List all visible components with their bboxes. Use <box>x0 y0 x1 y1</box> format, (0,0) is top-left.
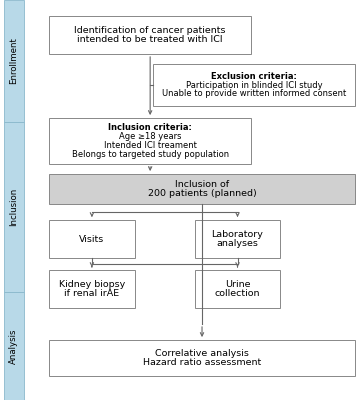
Text: Inclusion of: Inclusion of <box>175 180 229 188</box>
Text: Inclusion: Inclusion <box>9 188 18 226</box>
Text: intended to be treated with ICI: intended to be treated with ICI <box>77 36 223 44</box>
Bar <box>49 174 355 204</box>
Bar <box>49 118 251 164</box>
Bar <box>195 220 280 258</box>
Text: Age ≥18 years: Age ≥18 years <box>119 132 181 141</box>
Text: Correlative analysis: Correlative analysis <box>155 348 249 358</box>
Bar <box>49 270 135 308</box>
Text: Intended ICI treament: Intended ICI treament <box>104 141 197 150</box>
Text: Belongs to targeted study population: Belongs to targeted study population <box>72 150 229 158</box>
Text: analyses: analyses <box>217 240 258 248</box>
Text: Analysis: Analysis <box>9 328 18 364</box>
Text: Identification of cancer patients: Identification of cancer patients <box>74 26 226 34</box>
Bar <box>195 270 280 308</box>
Text: Kidney biopsy: Kidney biopsy <box>59 280 125 288</box>
Bar <box>49 16 251 54</box>
Text: if renal irAE: if renal irAE <box>64 290 119 298</box>
Bar <box>4 122 24 292</box>
Text: Participation in blinded ICI study: Participation in blinded ICI study <box>186 80 322 90</box>
Text: Urine: Urine <box>225 280 250 288</box>
Text: Visits: Visits <box>79 234 104 244</box>
Bar <box>4 292 24 400</box>
Bar <box>49 220 135 258</box>
Text: Exclusion criteria:: Exclusion criteria: <box>211 72 297 81</box>
Text: 200 patients (planned): 200 patients (planned) <box>148 190 256 198</box>
Text: Unable to provide written informed consent: Unable to provide written informed conse… <box>162 89 346 98</box>
Text: Enrollment: Enrollment <box>9 38 18 84</box>
Text: Hazard ratio assessment: Hazard ratio assessment <box>143 358 261 368</box>
Bar <box>4 0 24 122</box>
Text: collection: collection <box>215 290 260 298</box>
Bar <box>153 64 355 106</box>
Text: Inclusion criteria:: Inclusion criteria: <box>108 124 192 132</box>
Text: Laboratory: Laboratory <box>211 230 264 238</box>
Bar <box>49 340 355 376</box>
